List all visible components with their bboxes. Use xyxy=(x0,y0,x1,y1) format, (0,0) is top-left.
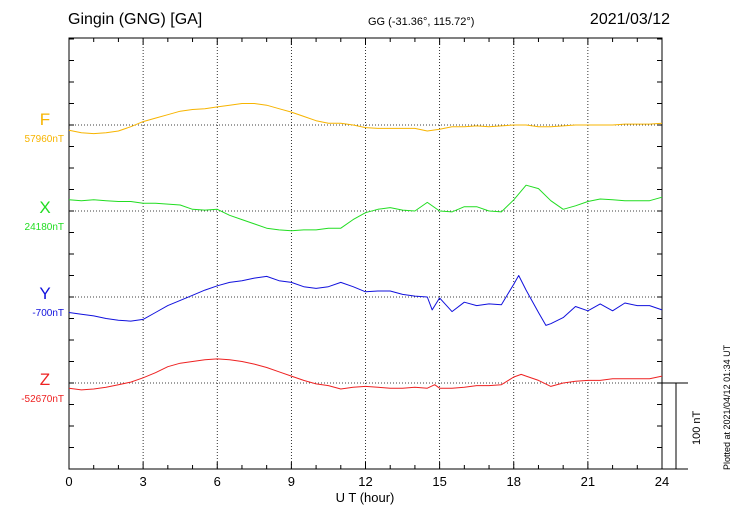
plotted-timestamp: Plotted at 2021/04/12 01:34 UT xyxy=(722,344,730,470)
series-labels: F 57960nT X 24180nT Y -700nT Z -52670nT xyxy=(21,110,64,405)
x-tick-label: 0 xyxy=(65,474,72,489)
x-tick-label: 3 xyxy=(140,474,147,489)
series-line-f xyxy=(68,103,663,135)
series-baseline-y: -700nT xyxy=(32,308,64,319)
plot-date: 2021/03/12 xyxy=(589,11,670,28)
x-tick-labels: 0 3 6 9 12 15 18 21 24 xyxy=(65,474,669,489)
x-tick-label: 9 xyxy=(288,474,295,489)
x-axis-label: U T (hour) xyxy=(336,490,395,505)
x-tick-label: 6 xyxy=(214,474,221,489)
x-tick-label: 12 xyxy=(358,474,372,489)
series-line-z xyxy=(68,358,663,391)
x-tick-label: 18 xyxy=(507,474,521,489)
x-tick-label: 21 xyxy=(581,474,595,489)
series-baseline-z: -52670nT xyxy=(21,394,64,405)
x-tick-label: 24 xyxy=(655,474,669,489)
scale-bar-label: 100 nT xyxy=(691,410,703,445)
x-tick-label: 15 xyxy=(432,474,446,489)
series-name-z: Z xyxy=(40,370,50,389)
station-coordinates: GG (-31.36°, 115.72°) xyxy=(368,16,475,28)
scale-bar xyxy=(662,382,688,470)
series-lines xyxy=(68,103,663,391)
series-baseline-x: 24180nT xyxy=(25,222,64,233)
series-name-f: F xyxy=(40,110,50,129)
station-title: Gingin (GNG) [GA] xyxy=(68,11,203,28)
grid xyxy=(142,38,589,469)
series-baseline-f: 57960nT xyxy=(25,134,64,145)
series-line-x xyxy=(68,184,663,232)
series-name-y: Y xyxy=(39,284,50,303)
series-name-x: X xyxy=(39,198,50,217)
series-line-y xyxy=(68,275,663,326)
